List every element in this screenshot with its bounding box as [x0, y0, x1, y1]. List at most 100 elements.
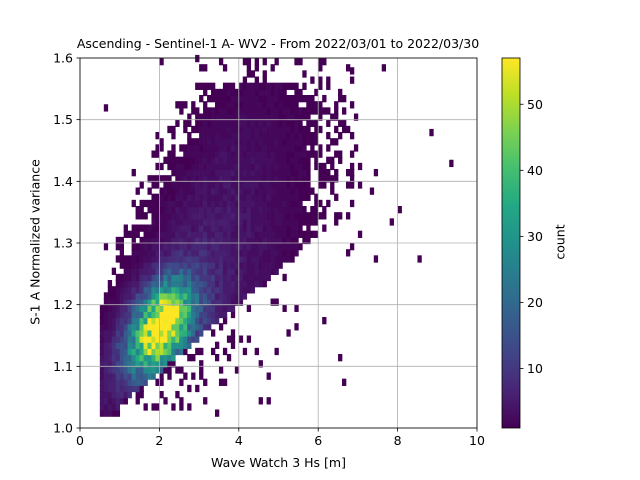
heatmap-cell [175, 224, 180, 232]
heatmap-cell [179, 224, 184, 232]
heatmap-cell [226, 206, 232, 214]
heatmap-cell [278, 162, 283, 171]
heatmap-cell [147, 280, 152, 288]
heatmap-cell [155, 212, 160, 220]
heatmap-cell [286, 329, 291, 337]
heatmap-cell [298, 125, 303, 134]
heatmap-cell [314, 212, 319, 220]
heatmap-cell [250, 273, 256, 282]
heatmap-cell [238, 199, 244, 208]
heatmap-cell [151, 249, 156, 257]
heatmap-cell [175, 280, 180, 288]
heatmap-cell [270, 298, 275, 306]
heatmap-cell [286, 206, 291, 214]
heatmap-cell [349, 181, 355, 189]
heatmap-cell [163, 181, 168, 189]
heatmap-cell [218, 206, 224, 214]
heatmap-cell [254, 267, 259, 275]
heatmap-cell [119, 335, 124, 343]
heatmap-cell [242, 267, 248, 275]
heatmap-cell [163, 212, 168, 220]
heatmap-cell [298, 218, 303, 226]
heatmap-cell [143, 354, 148, 362]
heatmap-cell [207, 236, 212, 245]
heatmap-cell [147, 267, 152, 275]
heatmap-cell [246, 138, 252, 146]
heatmap-cell [266, 82, 271, 90]
heatmap-cell [322, 162, 327, 171]
heatmap-cell [143, 273, 148, 282]
heatmap-cell [242, 58, 248, 66]
heatmap-cell [131, 224, 136, 232]
heatmap-cell [131, 317, 136, 325]
heatmap-cell [266, 236, 271, 245]
heatmap-cell [246, 119, 252, 127]
heatmap-cell [334, 169, 339, 177]
heatmap-cell [254, 249, 259, 257]
heatmap-cell [306, 119, 311, 127]
heatmap-cell [338, 150, 343, 158]
heatmap-cell [131, 199, 136, 208]
heatmap-cell [246, 88, 252, 97]
heatmap-cell [183, 372, 188, 380]
heatmap-cell [115, 335, 121, 343]
heatmap-cell [203, 218, 208, 226]
heatmap-cell [199, 162, 204, 171]
heatmap-cell [175, 310, 180, 319]
heatmap-cell [238, 273, 244, 282]
heatmap-cell [199, 193, 204, 201]
heatmap-cell [294, 138, 299, 146]
heatmap-cell [183, 169, 188, 177]
heatmap-cell [175, 199, 180, 208]
heatmap-cell [334, 138, 339, 146]
heatmap-cell [254, 82, 259, 90]
heatmap-cell [302, 125, 307, 134]
heatmap-cell [266, 132, 271, 140]
heatmap-cell [234, 113, 240, 121]
heatmap-cell [203, 88, 208, 97]
heatmap-cell [199, 236, 204, 245]
heatmap-cell [167, 298, 172, 306]
heatmap-cell [175, 255, 180, 263]
heatmap-cell [163, 156, 168, 164]
heatmap-cell [250, 169, 256, 177]
heatmap-cell [207, 125, 212, 134]
heatmap-cell [254, 273, 259, 282]
heatmap-cell [199, 310, 204, 319]
heatmap-cell [258, 119, 263, 127]
heatmap-cell [179, 298, 184, 306]
heatmap-cell [163, 304, 168, 312]
heatmap-cell [294, 187, 299, 195]
heatmap-cell [290, 144, 295, 152]
heatmap-cell [99, 335, 105, 343]
heatmap-cell [183, 181, 188, 189]
heatmap-cell [111, 335, 117, 343]
heatmap-cell [123, 391, 128, 399]
heatmap-cell [151, 236, 156, 245]
heatmap-cell [183, 310, 188, 319]
heatmap-cell [298, 107, 303, 115]
heatmap-cell [127, 378, 132, 386]
heatmap-cell [111, 366, 117, 374]
heatmap-cell [310, 206, 315, 214]
heatmap-cell [294, 199, 299, 208]
heatmap-cell [171, 150, 176, 158]
heatmap-cell [167, 193, 172, 201]
heatmap-cell [139, 224, 144, 232]
heatmap-cell [246, 255, 252, 263]
heatmap-cell [222, 125, 228, 134]
heatmap-cell [207, 323, 212, 331]
heatmap-cell [211, 280, 216, 288]
heatmap-cell [187, 236, 192, 245]
heatmap-cell [226, 261, 232, 269]
heatmap-cell [226, 113, 232, 121]
heatmap-cell [222, 193, 228, 201]
heatmap-cell [163, 366, 168, 374]
heatmap-cell [250, 175, 256, 183]
heatmap-cell [203, 138, 208, 146]
heatmap-cell [127, 329, 132, 337]
heatmap-cell [131, 304, 136, 312]
heatmap-cell [195, 236, 200, 245]
heatmap-cell [203, 101, 208, 109]
heatmap-cell [211, 218, 216, 226]
